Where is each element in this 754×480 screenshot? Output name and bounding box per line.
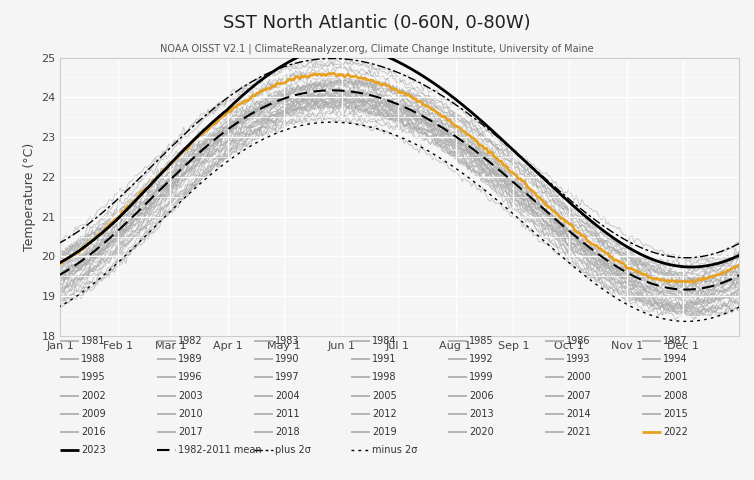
Text: 2022: 2022: [663, 427, 688, 437]
Text: 1999: 1999: [469, 372, 494, 382]
Text: SST North Atlantic (0-60N, 0-80W): SST North Atlantic (0-60N, 0-80W): [223, 14, 531, 33]
Text: 1996: 1996: [179, 372, 203, 382]
Text: 2012: 2012: [372, 409, 397, 419]
Text: 2005: 2005: [372, 391, 397, 400]
Text: 1995: 1995: [81, 372, 106, 382]
Text: 1998: 1998: [372, 372, 397, 382]
Text: 1984: 1984: [372, 336, 397, 346]
Text: 1982: 1982: [179, 336, 203, 346]
Text: 2013: 2013: [469, 409, 494, 419]
Text: 1989: 1989: [179, 354, 203, 364]
Text: 2021: 2021: [566, 427, 591, 437]
Text: 2008: 2008: [663, 391, 688, 400]
Text: 1987: 1987: [663, 336, 688, 346]
Text: 2018: 2018: [275, 427, 300, 437]
Text: 1994: 1994: [663, 354, 688, 364]
Text: 1983: 1983: [275, 336, 300, 346]
Text: 2014: 2014: [566, 409, 591, 419]
Text: 2004: 2004: [275, 391, 300, 400]
Text: 2017: 2017: [179, 427, 203, 437]
Text: 1986: 1986: [566, 336, 590, 346]
Text: 1988: 1988: [81, 354, 106, 364]
Text: 2000: 2000: [566, 372, 591, 382]
Text: 1991: 1991: [372, 354, 397, 364]
Text: 2015: 2015: [663, 409, 688, 419]
Text: 2002: 2002: [81, 391, 106, 400]
Text: 2003: 2003: [179, 391, 203, 400]
Text: NOAA OISST V2.1 | ClimateReanalyzer.org, Climate Change Institute, University of: NOAA OISST V2.1 | ClimateReanalyzer.org,…: [160, 43, 594, 54]
Text: 1981: 1981: [81, 336, 106, 346]
Y-axis label: Temperature (°C): Temperature (°C): [23, 143, 35, 251]
Text: 1993: 1993: [566, 354, 590, 364]
Text: plus 2σ: plus 2σ: [275, 445, 311, 455]
Text: 2019: 2019: [372, 427, 397, 437]
Text: 2001: 2001: [663, 372, 688, 382]
Text: 1985: 1985: [469, 336, 494, 346]
Text: 2009: 2009: [81, 409, 106, 419]
Text: 2006: 2006: [469, 391, 494, 400]
Text: 2007: 2007: [566, 391, 591, 400]
Text: 2016: 2016: [81, 427, 106, 437]
Text: 2023: 2023: [81, 445, 106, 455]
Text: 1992: 1992: [469, 354, 494, 364]
Text: 1997: 1997: [275, 372, 300, 382]
Text: 2011: 2011: [275, 409, 300, 419]
Text: 2010: 2010: [179, 409, 203, 419]
Text: minus 2σ: minus 2σ: [372, 445, 418, 455]
Text: 2020: 2020: [469, 427, 494, 437]
Text: 1990: 1990: [275, 354, 300, 364]
Text: 1982-2011 mean: 1982-2011 mean: [179, 445, 262, 455]
